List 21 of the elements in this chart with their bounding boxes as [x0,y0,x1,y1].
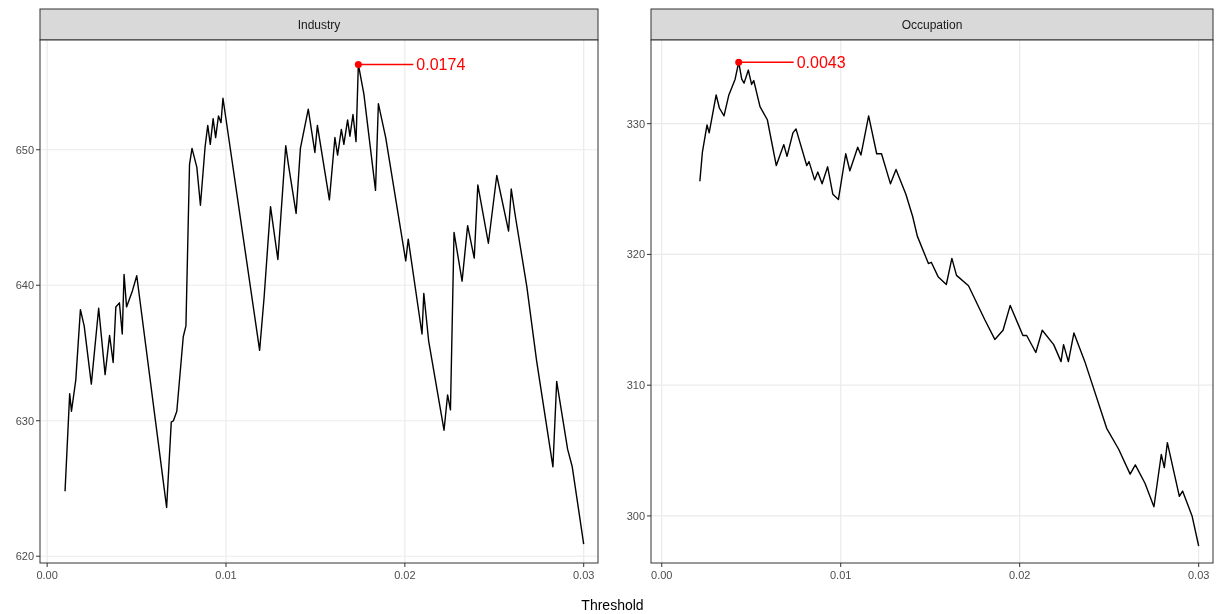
x-tick-label: 0.00 [651,569,673,581]
annotation: 0.0174 [416,55,466,73]
x-axis-title: Threshold [581,597,644,613]
y-tick-label: 300 [626,509,645,522]
y-tick-label: 620 [15,550,34,563]
y-tick-label: 320 [626,248,645,261]
chart-title: Occupation [901,17,963,32]
x-tick-label: 0.00 [36,569,58,581]
x-tick-label: 0.01 [215,569,237,581]
x-tick-label: 0.01 [830,569,852,581]
chart-title: Industry [297,17,341,32]
x-tick-label: 0.03 [572,569,595,581]
x-tick-label: 0.02 [394,569,416,581]
y-tick-label: 330 [626,117,645,130]
y-tick-label: 650 [15,143,34,156]
y-tick-label: 630 [15,414,34,427]
y-tick-label: 310 [626,379,645,392]
x-tick-label: 0.03 [1187,569,1210,581]
y-tick-label: 640 [15,279,34,292]
x-tick-label: 0.02 [1008,569,1031,581]
annotation: 0.0043 [796,53,846,71]
